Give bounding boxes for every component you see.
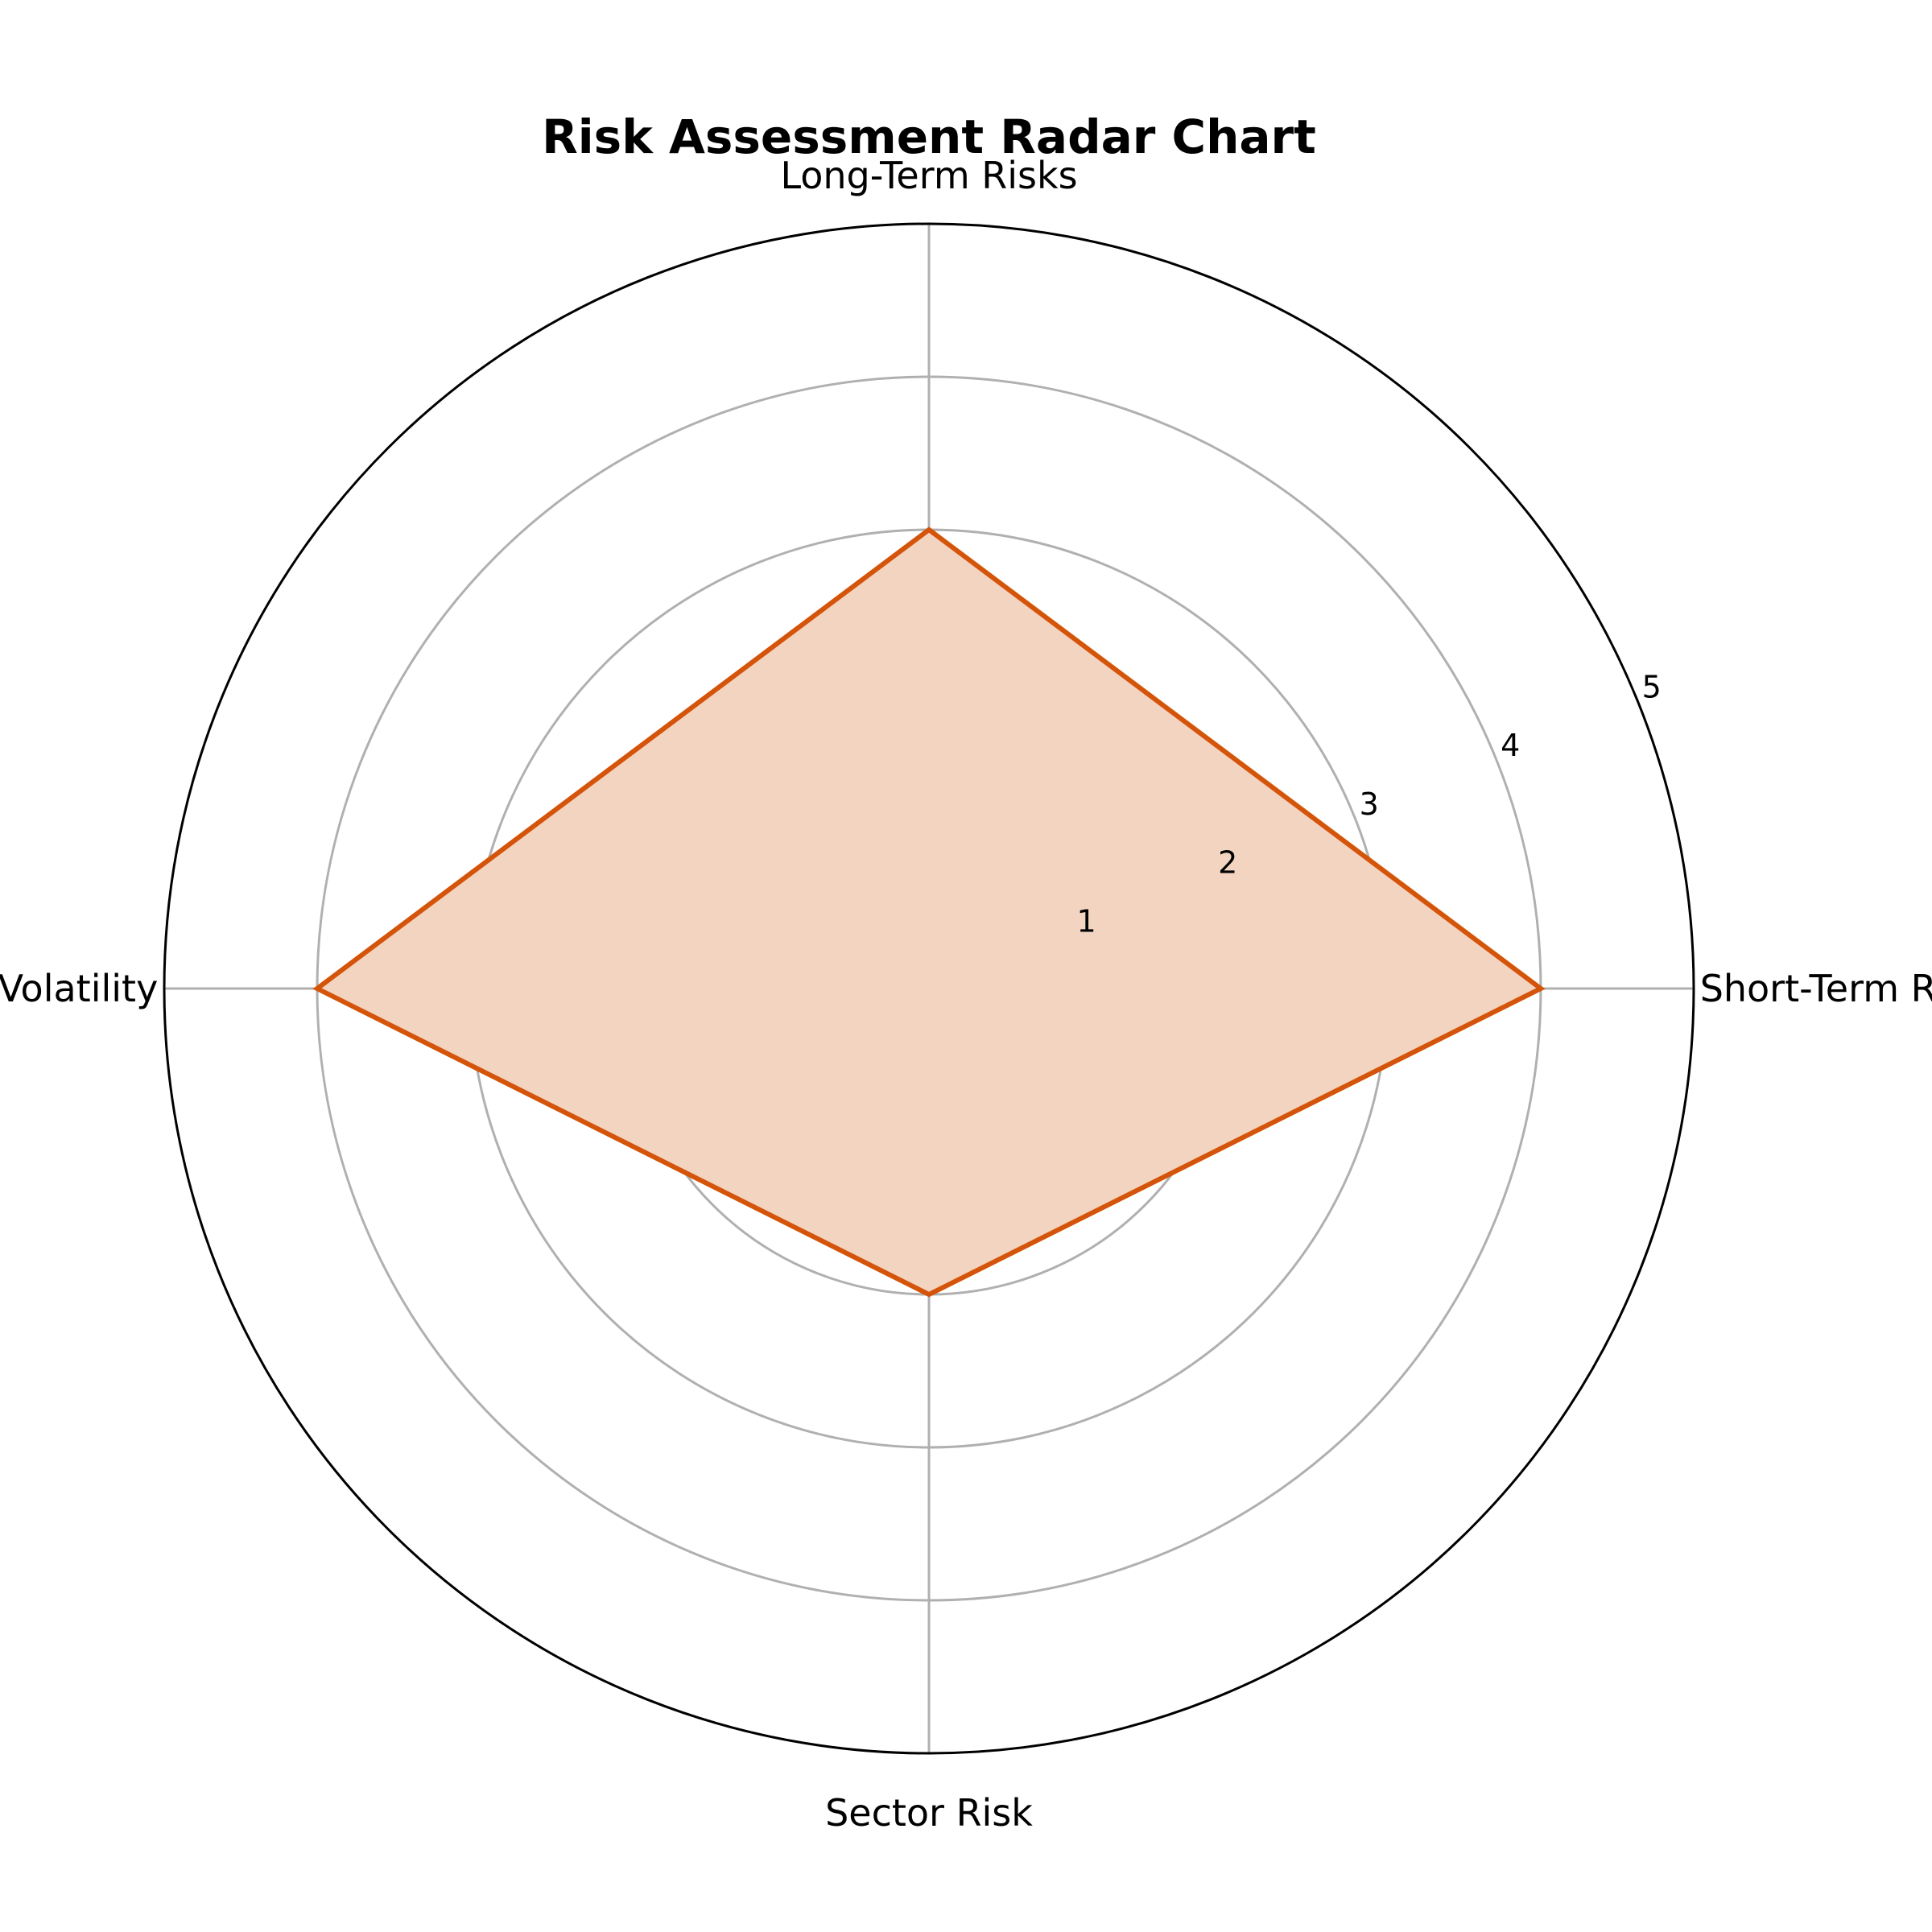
radial-tick-label: 3 xyxy=(1360,786,1379,822)
category-label: Short-Term Risks xyxy=(1700,967,1932,1010)
radial-tick-label: 2 xyxy=(1218,845,1237,881)
label-layer: Short-Term Risks Long-Term Risks Volatilit… xyxy=(0,154,1932,1835)
data-point xyxy=(316,987,319,990)
series-area xyxy=(317,530,1541,1294)
chart-title: Risk Assessment Radar Chart xyxy=(542,109,1316,164)
category-label: Sector Risk xyxy=(825,1791,1033,1835)
series-layer xyxy=(312,526,1546,1298)
radial-tick-label: 1 xyxy=(1077,903,1096,939)
data-point xyxy=(927,528,931,531)
data-point xyxy=(1539,987,1542,990)
radial-tick-label: 4 xyxy=(1501,728,1520,763)
data-point xyxy=(927,1293,931,1296)
category-label: Volatility xyxy=(0,967,158,1010)
outer-frame-circle xyxy=(163,222,1695,1755)
radial-tick-label: 5 xyxy=(1642,669,1662,704)
category-label: Long-Term Risks xyxy=(780,154,1077,197)
